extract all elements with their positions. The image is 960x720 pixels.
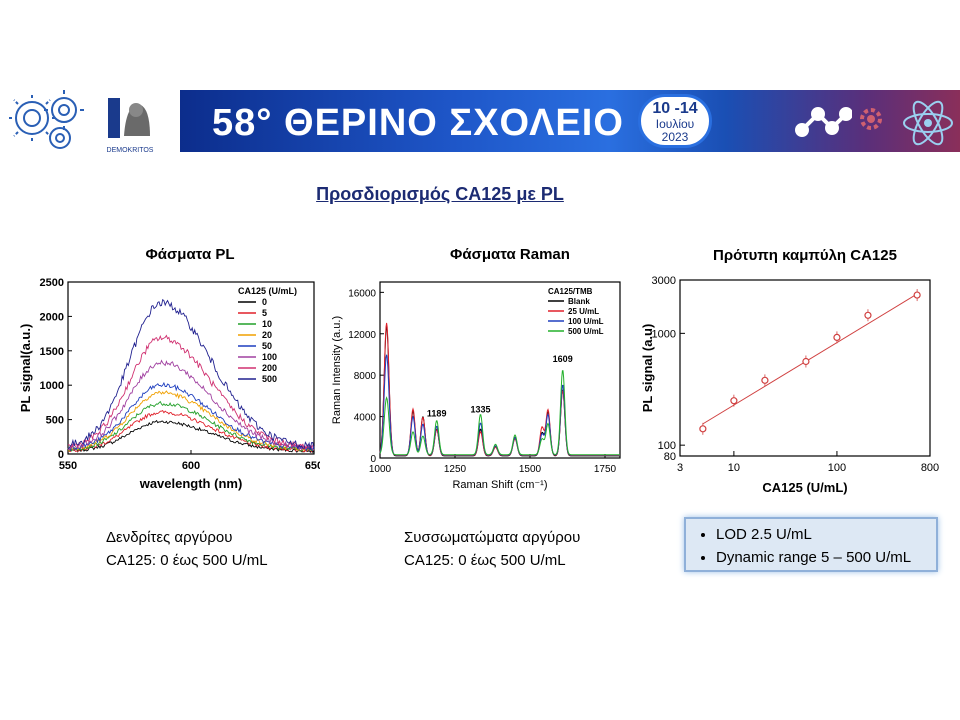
data-point (730, 397, 738, 405)
calib-panel-title: Πρότυπη καμπύλη CA125 (713, 247, 897, 264)
x-tick-label: 600 (182, 460, 200, 472)
date-month: Ιουλίου (655, 117, 695, 131)
atom-icon (903, 100, 953, 146)
x-tick-label: 800 (921, 462, 939, 474)
raman-spectra-chart: 0 4000 8000 12000 16000 1000 1250 1500 1750 Raman… (331, 281, 621, 491)
data-point (761, 376, 769, 384)
legend-label: 50 (262, 341, 272, 351)
peak-annotation: 1609 (553, 354, 573, 364)
pl-series-line (67, 419, 315, 454)
pl-series-line (67, 390, 315, 453)
x-axis-label: CA125 (U/mL) (762, 480, 847, 495)
banner-title: 58° ΘΕΡΙΝΟ ΣΧΟΛΕΙΟ (212, 102, 624, 144)
x-tick-label: 550 (59, 460, 77, 472)
legend-label: 10 (262, 319, 272, 329)
x-tick-label: 10 (728, 462, 740, 474)
y-axis-label: PL signal(a.u.) (18, 324, 33, 413)
banner-strip (180, 90, 960, 152)
data-point (833, 333, 841, 341)
raman-series-line (379, 354, 620, 456)
raman-series-line (379, 322, 620, 456)
y-tick-label: 4000 (354, 413, 377, 424)
data-point (913, 291, 921, 299)
legend-title: CA125/TMB (548, 287, 593, 296)
legend-label: 25 U/mL (568, 307, 599, 316)
pl-series-line (67, 298, 315, 450)
legend-label: 100 U/mL (568, 317, 604, 326)
pl-series-line (67, 359, 315, 451)
date-badge: 10 -14 Ιουλίου 2023 (638, 94, 712, 148)
date-year: 2023 (661, 130, 689, 144)
x-tick-label: 3 (677, 462, 683, 474)
y-tick-label: 1500 (40, 346, 64, 358)
y-tick-label: 3000 (652, 275, 676, 287)
x-tick-label: 1250 (444, 464, 467, 475)
y-tick-label: 8000 (354, 371, 377, 382)
header-banner: DEMOKRITOS 58° ΘΕΡΙΝΟ ΣΧΟΛΕΙΟ 10 -14 Ιου… (0, 88, 960, 154)
legend-label: 500 (262, 374, 277, 384)
pl-spectra-chart: 05001000150020002500550600650wavelength … (18, 277, 320, 491)
raman-series-line (379, 370, 620, 456)
legend-label: 200 (262, 363, 277, 373)
legend-label: 20 (262, 330, 272, 340)
pl-panel-title: Φάσματα PL (145, 246, 235, 263)
x-axis-label: Raman Shift (cm⁻¹) (452, 479, 547, 491)
plot-frame (379, 281, 621, 459)
x-axis-label: wavelength (nm) (139, 476, 243, 491)
legend-label: 0 (262, 297, 267, 307)
cog-icon (860, 108, 882, 130)
y-tick-label: 100 (658, 440, 676, 452)
main-heading: Προσδιορισμός CA125 με PL (316, 184, 564, 204)
y-axis-label: Raman Intensity (a.u.) (331, 316, 343, 424)
raman-caption: Συσσωματώματα αργύρου CA125: 0 έως 500 U… (404, 526, 580, 572)
info-box: LOD 2.5 U/mL Dynamic range 5 – 500 U/mL (684, 517, 938, 572)
y-tick-label: 0 (58, 449, 64, 461)
y-tick-label: 500 (46, 415, 64, 427)
raman-caption-line2: CA125: 0 έως 500 U/mL (404, 552, 566, 569)
molecule-icon (795, 107, 852, 137)
demokritos-logo: DEMOKRITOS (106, 96, 154, 154)
lod-item: LOD 2.5 U/mL (716, 523, 936, 546)
fit-line (702, 293, 918, 425)
x-tick-label: 1750 (594, 464, 617, 475)
plot-frame (67, 281, 315, 455)
data-point (864, 311, 872, 319)
legend-label: Blank (568, 297, 590, 306)
pl-caption: Δενδρίτες αργύρου CA125: 0 έως 500 U/mL (106, 526, 268, 572)
y-tick-label: 1000 (40, 380, 64, 392)
x-tick-label: 1000 (369, 464, 392, 475)
legend-label: 5 (262, 308, 267, 318)
legend-title: CA125 (U/mL) (238, 286, 297, 296)
legend-label: 500 U/mL (568, 327, 604, 336)
x-tick-label: 650 (305, 460, 320, 472)
y-tick-label: 1000 (652, 328, 676, 340)
raman-caption-line1: Συσσωματώματα αργύρου (404, 529, 581, 546)
legend-label: 100 (262, 352, 277, 362)
date-days: 10 -14 (652, 100, 698, 117)
pl-series-line (67, 400, 315, 452)
data-point (699, 425, 707, 433)
pl-caption-line1: Δενδρίτες αργύρου (106, 529, 233, 546)
y-tick-label: 2500 (40, 277, 64, 289)
data-point (802, 357, 810, 366)
plot-frame (679, 279, 931, 457)
y-axis-label: PL signal (a.u) (640, 324, 655, 413)
gear-logo-icon (7, 90, 84, 149)
y-tick-label: 2000 (40, 311, 64, 323)
logo-label: DEMOKRITOS (106, 147, 154, 154)
peak-annotation: 1335 (470, 405, 490, 415)
y-tick-label: 80 (664, 451, 676, 463)
peak-annotation: 1189 (427, 409, 447, 419)
dynamic-range-item: Dynamic range 5 – 500 U/mL (716, 546, 936, 569)
y-tick-label: 16000 (348, 288, 376, 299)
pl-series-line (68, 334, 315, 451)
x-tick-label: 1500 (519, 464, 542, 475)
raman-panel-title: Φάσματα Raman (450, 246, 570, 263)
x-tick-label: 100 (828, 462, 846, 474)
y-tick-label: 12000 (348, 330, 376, 341)
pl-caption-line2: CA125: 0 έως 500 U/mL (106, 552, 268, 569)
y-tick-label: 0 (370, 454, 376, 465)
